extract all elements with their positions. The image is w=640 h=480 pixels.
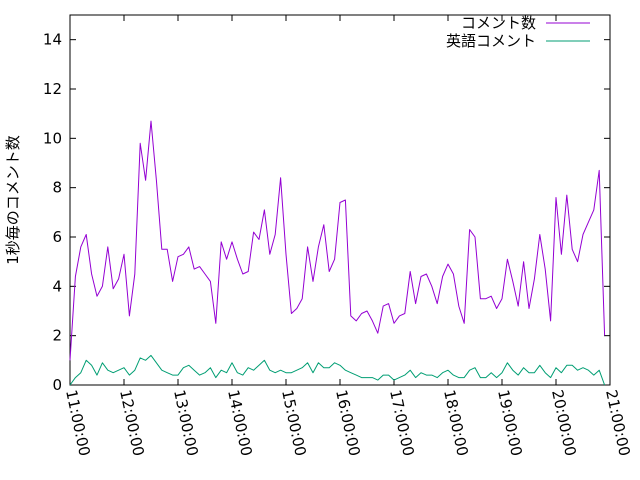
y-tick-label-2: 4 xyxy=(52,277,62,295)
y-tick-label-4: 8 xyxy=(52,179,62,197)
y-axis-label: 1秒毎のコメント数 xyxy=(4,135,22,265)
x-tick-label-4: 15:00:00 xyxy=(278,388,310,458)
x-tick-label-3: 14:00:00 xyxy=(224,388,256,458)
x-tick-label-0: 11:00:00 xyxy=(62,388,94,458)
y-tick-label-5: 10 xyxy=(43,129,62,147)
x-tick-label-7: 18:00:00 xyxy=(440,388,472,458)
x-tick-label-9: 20:00:00 xyxy=(548,388,580,458)
x-tick-label-1: 12:00:00 xyxy=(116,388,148,458)
y-tick-label-0: 0 xyxy=(52,376,62,394)
series-layer xyxy=(69,120,606,386)
y-tick-label-7: 14 xyxy=(43,31,62,49)
x-axis: 11:00:00 12:00:00 13:00:00 14:00:00 15:00:00… xyxy=(62,15,634,458)
series-line-0 xyxy=(69,120,606,361)
legend: コメント数 英語コメント xyxy=(446,14,590,50)
x-tick-label-8: 19:00:00 xyxy=(494,388,526,458)
y-tick-label-6: 12 xyxy=(43,80,62,98)
y-tick-label-3: 6 xyxy=(52,228,62,246)
y-axis: 0 2 4 6 8 10 12 14 xyxy=(43,31,610,394)
plot-frame xyxy=(69,14,611,386)
series-line-1 xyxy=(69,354,606,386)
x-tick-label-6: 17:00:00 xyxy=(386,388,418,458)
legend-label-comments: コメント数 xyxy=(461,14,536,32)
x-tick-label-2: 13:00:00 xyxy=(170,388,202,458)
legend-label-english: 英語コメント xyxy=(446,32,536,50)
x-tick-label-10: 21:00:00 xyxy=(602,388,634,458)
y-tick-label-1: 2 xyxy=(52,327,62,345)
x-tick-label-5: 16:00:00 xyxy=(332,388,364,458)
